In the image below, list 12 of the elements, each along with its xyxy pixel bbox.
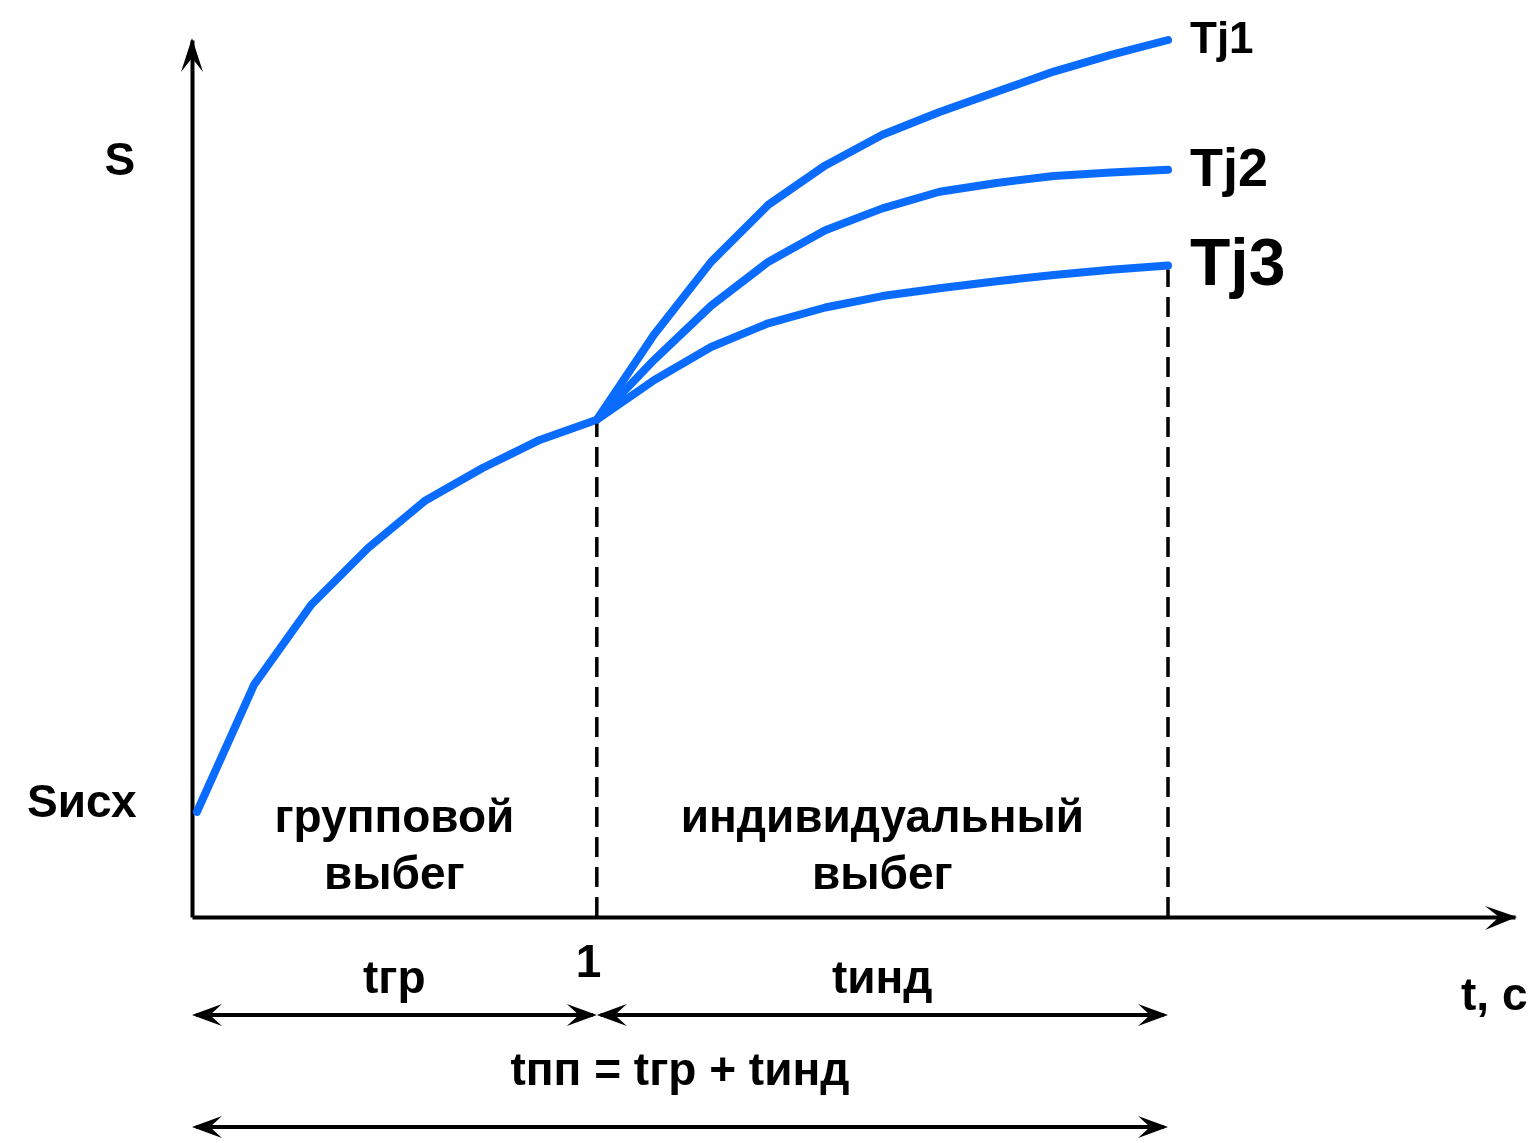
text: tгр [362,950,426,1005]
text: 1 [575,934,602,989]
text: tинд [831,950,933,1005]
annotation: индивидуальный выбег [679,788,1086,901]
series-label: Tj1 [1190,13,1254,62]
text: Sисх [27,773,137,829]
annotation: групповой выбег [273,788,516,901]
y-axis-title: S [104,132,136,187]
text: tпп = tгр + tинд [510,1042,850,1097]
series-label: Tj2 [1190,136,1269,197]
text: t, с [1461,967,1528,1022]
series-label: Tj3 [1190,225,1286,300]
